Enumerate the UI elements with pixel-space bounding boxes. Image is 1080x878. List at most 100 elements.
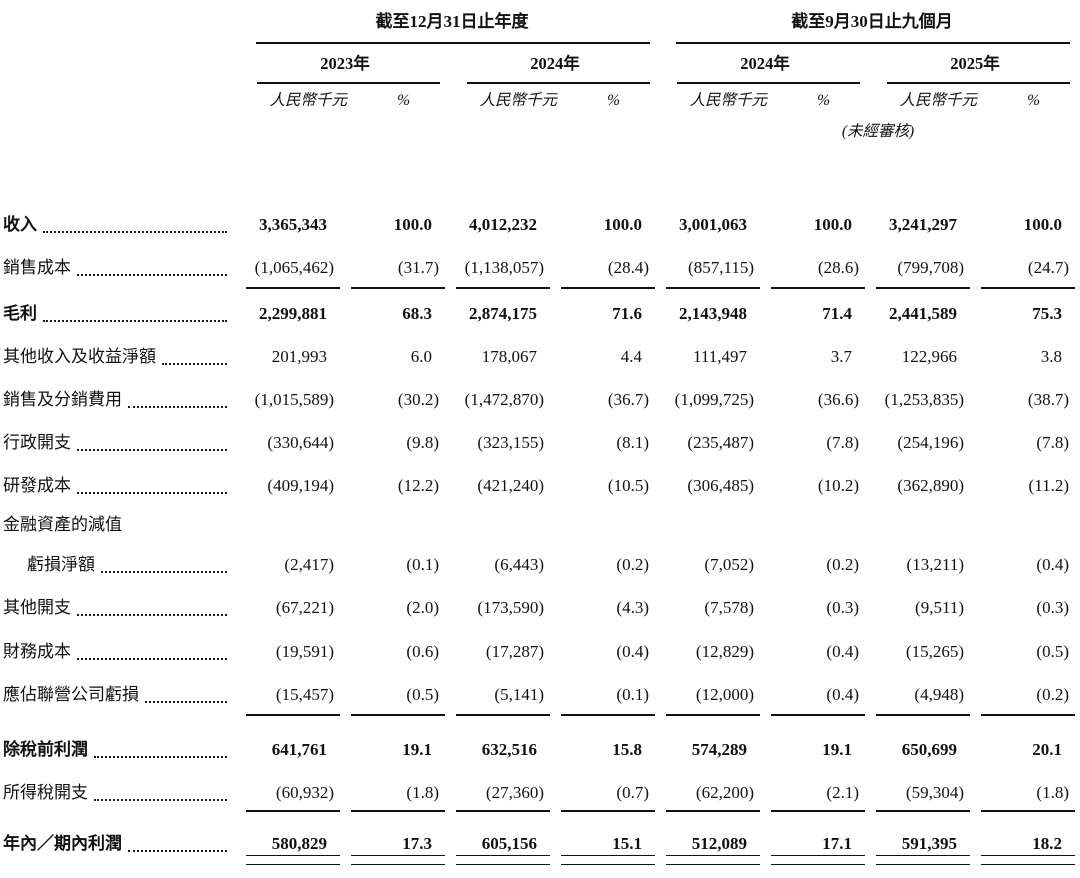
value-cell: (0.3) [1036,598,1069,617]
value-cell: 4.4 [620,347,642,366]
row-label-cell: 年內／期內利潤 [0,815,230,865]
percent-label: % [397,92,410,109]
value-cell: (5,141) [440,673,550,719]
unit-label: 人民幣千元 [269,92,347,109]
value-cell: 2,874,175 [469,304,537,323]
value-cell: 17.1 [755,815,865,865]
row-label-cell: 銷售及分銷費用 [0,378,230,421]
table-row: 年內／期內利潤 580,829 17.3 605,156 15.1 512,089 17.1… [0,815,1075,865]
unit-label: 人民幣千元 [689,92,767,109]
value-cell: 2,143,948 [679,304,747,323]
year-header-2023: 2023年 [230,44,440,84]
row-label: 研發成本 [3,476,71,495]
row-label: 行政開支 [3,433,71,452]
value-cell [860,507,965,543]
value-cell: (7.8) [1036,433,1069,452]
value-cell: (7,578) [704,598,754,617]
value-cell: 580,829 [230,815,340,865]
header-spacer [230,118,650,148]
value-cell: (36.6) [817,390,859,409]
unit-label: 人民幣千元 [479,92,557,109]
table-row: 除稅前利潤 641,761 19.1 632,516 15.8 574,289 19.1 65… [0,719,1070,771]
row-label-cell: 所得稅開支 [0,771,230,815]
row-label: 除稅前利潤 [3,740,88,759]
value-cell: 3.8 [1040,347,1062,366]
dot-leader [128,378,227,408]
value-cell [755,507,860,543]
row-label-cell: 毛利 [0,292,230,335]
row-label: 虧損淨額 [27,555,95,574]
value-cell: (0.1) [406,555,439,574]
row-label-cell: 除稅前利潤 [0,719,230,771]
value-cell: 632,516 [481,740,537,759]
value-cell: 4,012,232 [469,215,537,234]
value-cell: (0.2) [616,555,649,574]
value-cell: 71.4 [822,304,852,323]
dot-leader [94,771,227,801]
value-cell: 650,699 [901,740,957,759]
value-cell: (24.7) [965,246,1075,292]
dot-leader [43,203,227,233]
value-cell: (28.6) [755,246,865,292]
table-row: 研發成本 (409,194) (12.2) (421,240) (10.5) (306,4… [0,464,1070,507]
value-cell: (306,485) [687,476,754,495]
value-cell: (60,932) [230,771,340,815]
dot-leader [77,464,227,494]
value-cell: (4.3) [616,598,649,617]
year-header-2024-annual: 2024年 [440,44,650,84]
row-label-cell: 金融資產的減值 [0,507,230,543]
value-cell: (8.1) [616,433,649,452]
row-label-cell: 其他收入及收益淨額 [0,335,230,378]
value-cell: (7,052) [704,555,754,574]
value-cell: (15,457) [230,673,340,719]
value-cell: (799,708) [860,246,970,292]
row-label-cell: 銷售成本 [0,246,230,292]
value-cell: (2,417) [284,555,334,574]
row-label: 銷售成本 [3,258,71,277]
value-cell: 111,497 [693,347,747,366]
year-header-2024-nine-months: 2024年 [650,44,860,84]
unaudited-note-row: (未經審核) [0,118,1070,148]
value-cell: (323,155) [477,433,544,452]
value-cell: (15,265) [905,642,964,661]
value-cell: (1,472,870) [464,390,544,409]
value-cell: (1,015,589) [254,390,334,409]
value-cell: 100.0 [813,215,852,234]
value-cell: 20.1 [1032,740,1062,759]
value-cell: (36.7) [607,390,649,409]
value-cell: (38.7) [1027,390,1069,409]
row-label-cell: 財務成本 [0,630,230,673]
row-label-cell: 收入 [0,203,230,246]
year-header-row: 2023年 2024年 2024年 2025年 [0,44,1070,84]
value-cell: (1,138,057) [440,246,550,292]
value-cell: (0.2) [826,555,859,574]
value-cell: (0.3) [826,598,859,617]
table-row: 應佔聯營公司虧損 (15,457) (0.5) (5,141) (0.1) (12,000… [0,673,1075,719]
row-label-cell: 應佔聯營公司虧損 [0,673,230,719]
value-cell: (12.2) [397,476,439,495]
value-cell: 512,089 [650,815,760,865]
dot-leader [77,421,227,451]
value-cell: (59,304) [860,771,970,815]
row-label: 毛利 [3,304,37,323]
value-cell: (31.7) [335,246,445,292]
value-cell: 574,289 [691,740,747,759]
value-cell: 3.7 [830,347,852,366]
value-cell: 100.0 [603,215,642,234]
value-cell: 122,966 [901,347,957,366]
header-spacer [0,84,230,118]
table-row: 收入 3,365,343 100.0 4,012,232 100.0 3,001,063 1… [0,203,1070,246]
table-row: 毛利 2,299,881 68.3 2,874,175 71.6 2,143,948 71.… [0,292,1070,335]
income-statement-table: 截至12月31日止年度 截至9月30日止九個月 2023年 2024年 2024… [0,12,1075,865]
table-row: 銷售及分銷費用 (1,015,589) (30.2) (1,472,870) (36.7… [0,378,1070,421]
table-body: 收入 3,365,343 100.0 4,012,232 100.0 3,001,063 1… [0,203,1075,865]
table-row: 所得稅開支 (60,932) (1.8) (27,360) (0.7) (62,200)(… [0,771,1075,815]
header-spacer [0,118,230,148]
row-label: 其他收入及收益淨額 [3,347,156,366]
value-cell: 641,761 [271,740,327,759]
value-cell: (0.1) [545,673,655,719]
value-cell: (6,443) [494,555,544,574]
value-cell: (12,829) [695,642,754,661]
value-cell: (409,194) [267,476,334,495]
value-cell: (1,065,462) [230,246,340,292]
